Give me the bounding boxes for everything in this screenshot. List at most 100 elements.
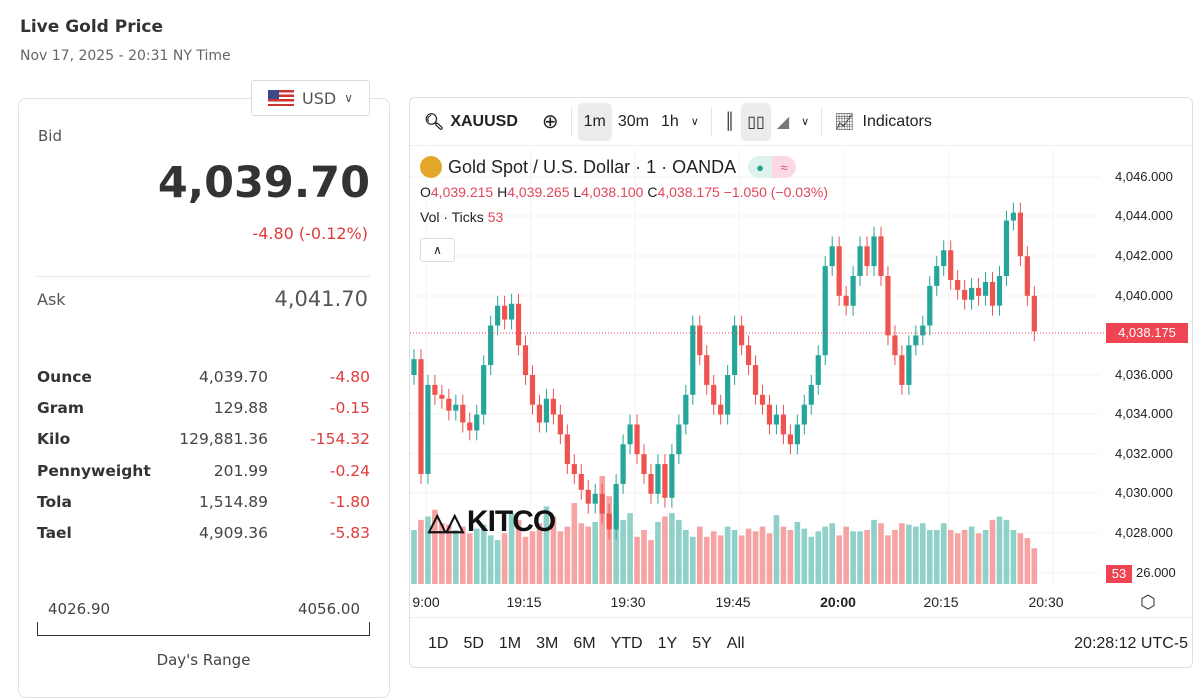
candle-body — [543, 398, 550, 423]
range-button-1d[interactable]: 1D — [428, 635, 449, 652]
candle-body — [899, 355, 905, 385]
y-tick-label: 4,034.000 — [1115, 406, 1173, 421]
currency-label: USD — [302, 88, 337, 108]
y-tick-label: 4,044.000 — [1115, 208, 1173, 223]
x-tick-label: 20:15 — [923, 594, 959, 610]
bid-change: -4.80 (-0.12%) — [252, 224, 368, 243]
unit-change: -0.15 — [329, 399, 370, 418]
volume-bar — [606, 496, 612, 584]
timestamp: Nov 17, 2025 - 20:31 NY Time — [20, 48, 231, 64]
range-button-5d[interactable]: 5D — [463, 635, 484, 652]
candle-body — [822, 266, 828, 356]
interval-chevron-down-icon[interactable]: ∨ — [690, 116, 699, 128]
volume-bar — [710, 531, 717, 584]
volume-bar — [459, 526, 466, 584]
range-button-5y[interactable]: 5Y — [692, 635, 712, 652]
volume-label: Vol · Ticks — [420, 209, 484, 225]
candle-body — [599, 493, 605, 514]
compare-plus-icon[interactable]: ⊕ — [541, 111, 559, 133]
volume-bar — [926, 530, 933, 584]
candle-body — [508, 303, 515, 320]
collapse-legend-button[interactable]: ∧ — [420, 238, 455, 262]
volume-bar — [425, 516, 431, 584]
candle-body — [522, 345, 529, 375]
y-tick-label: 4,032.000 — [1115, 446, 1173, 461]
unit-price: 129,881.36 — [179, 430, 268, 449]
divider — [410, 617, 1192, 618]
divider — [570, 107, 572, 136]
candle-body — [878, 236, 884, 276]
area-chart-type-icon[interactable]: ◢ — [776, 113, 790, 131]
volume-bar — [947, 530, 954, 584]
volume-bar — [634, 536, 640, 584]
candle-body — [857, 246, 863, 276]
bid-label: Bid — [38, 127, 62, 145]
candle-body — [752, 365, 759, 395]
bar-chart-type-icon[interactable]: ║ — [723, 112, 736, 130]
candle-body — [662, 464, 668, 498]
volume-bar — [808, 536, 815, 584]
candle-body — [627, 424, 633, 445]
volume-bar — [738, 535, 745, 584]
kitco-logo-icon: △△ — [428, 508, 464, 536]
volume-bar — [975, 533, 982, 584]
volume-bar — [627, 513, 633, 584]
unit-change: -1.80 — [329, 492, 370, 511]
x-tick-label: 19:30 — [610, 594, 646, 610]
volume-bar — [996, 516, 1003, 584]
interval-30m[interactable]: 30m — [617, 112, 649, 130]
candle-body — [606, 513, 612, 530]
volume-bar — [1003, 519, 1010, 584]
indicators-button[interactable]: 📈︎ Indicators — [828, 103, 938, 141]
candle-body — [871, 236, 877, 267]
us-flag-icon — [268, 90, 294, 106]
candle-body — [913, 335, 919, 346]
settings-icon[interactable]: ⬡ — [1140, 592, 1156, 613]
range-button-1m[interactable]: 1M — [498, 635, 522, 652]
volume-bar — [794, 521, 801, 584]
chart-type-chevron-down-icon[interactable]: ∨ — [801, 116, 810, 128]
candle-body — [446, 398, 452, 411]
volume-bar — [801, 528, 808, 584]
y-tick-label: 4,028.000 — [1115, 525, 1173, 540]
volume-bar — [439, 523, 445, 584]
range-button-1y[interactable]: 1Y — [657, 635, 678, 652]
volume-bar — [836, 535, 842, 584]
unit-row: Pennyweight 201.99 -0.24 — [37, 462, 370, 486]
volume-bar — [961, 530, 968, 584]
market-status-pill[interactable]: ● ≈ — [748, 156, 797, 178]
candle-body — [829, 246, 835, 267]
range-button-all[interactable]: All — [726, 635, 745, 652]
candle-body — [732, 325, 738, 375]
candle-body — [502, 305, 508, 320]
y-tick-label: 4,030.000 — [1115, 485, 1173, 500]
candlestick-chart-type-icon[interactable]: ▯▯ — [741, 102, 771, 141]
last-volume-tag: 53 — [1106, 565, 1132, 583]
volume-bar — [724, 526, 731, 584]
range-button-3m[interactable]: 3M — [536, 635, 559, 652]
range-button-ytd[interactable]: YTD — [610, 635, 643, 652]
candle-body — [1003, 220, 1010, 276]
volume-bar — [571, 503, 578, 584]
candle-body — [676, 424, 682, 455]
unit-change: -0.24 — [329, 461, 370, 480]
x-tick-label: 20:00 — [820, 594, 856, 610]
candlestick-chart[interactable] — [0, 0, 1200, 672]
candle-body — [906, 345, 912, 385]
unit-row: Gram 129.88 -0.15 — [37, 399, 370, 423]
range-button-6m[interactable]: 6M — [573, 635, 596, 652]
bid-price: 4,039.70 — [157, 158, 370, 208]
currency-select[interactable]: USD ∨ — [251, 80, 370, 116]
interval-1m[interactable]: 1m — [577, 102, 612, 141]
volume-bar — [822, 526, 829, 584]
close-value: 4,038.175 — [657, 184, 720, 200]
last-price-tag: 4,038.175 — [1106, 323, 1188, 343]
volume-bar — [557, 531, 564, 584]
volume-bar — [599, 476, 605, 584]
volume-bar — [815, 531, 822, 584]
volume-bar — [871, 519, 877, 584]
interval-1h[interactable]: 1h — [661, 112, 679, 130]
candle-body — [1010, 212, 1017, 221]
symbol-search[interactable]: 🔍︎ XAUUSD — [418, 103, 524, 141]
volume-bar — [878, 523, 884, 584]
